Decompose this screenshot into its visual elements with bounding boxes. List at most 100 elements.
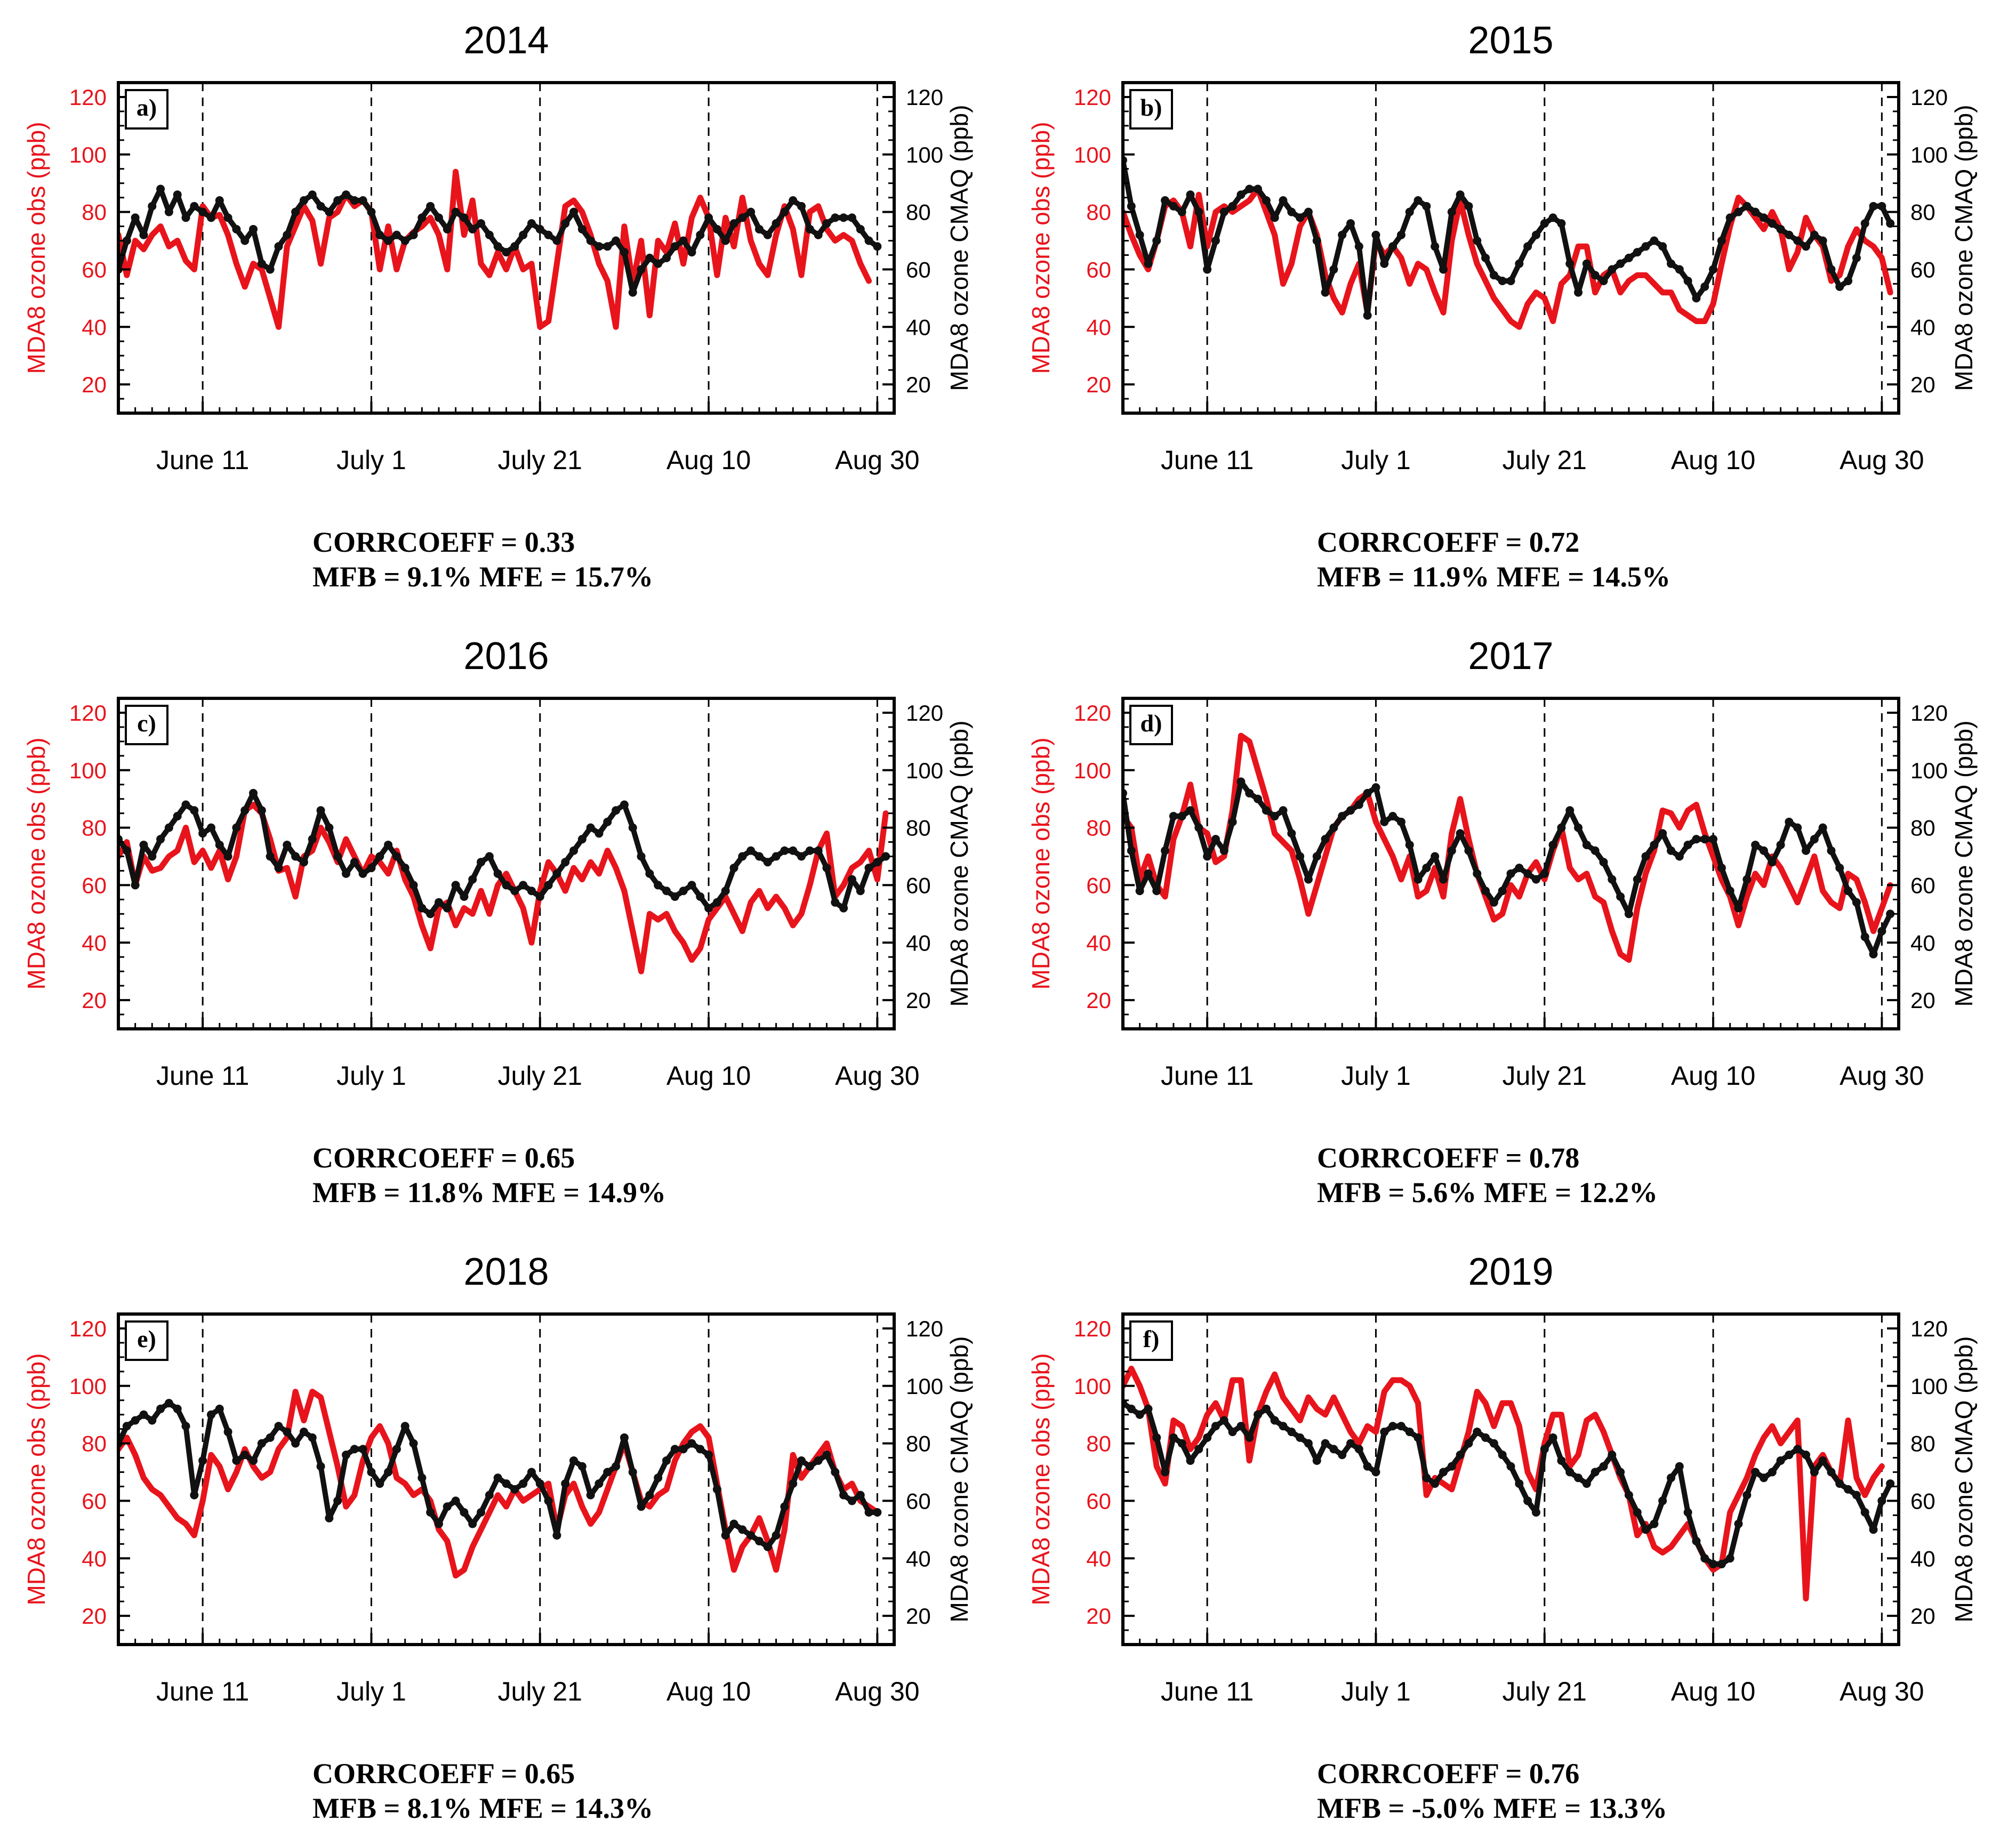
data-point-cmaq [417, 1473, 427, 1482]
data-point-cmaq [1548, 840, 1557, 849]
data-point-cmaq [1194, 823, 1203, 832]
data-point-cmaq [1135, 230, 1144, 239]
data-point-cmaq [1683, 277, 1692, 285]
panel-label-box [125, 1320, 168, 1361]
right-axis-title: MDA8 ozone CMAQ (ppb) [1950, 105, 1978, 391]
left-ytick-label: 40 [1086, 315, 1111, 340]
xtick-label: Aug 30 [1840, 445, 1924, 475]
data-point-cmaq [754, 1536, 764, 1545]
data-point-cmaq [729, 1519, 738, 1528]
xtick-label: Aug 30 [835, 1061, 919, 1091]
data-point-cmaq [1650, 1519, 1659, 1528]
data-point-cmaq [477, 858, 486, 867]
data-point-cmaq [1329, 823, 1338, 832]
data-point-cmaq [1725, 887, 1734, 896]
left-ytick-label: 20 [1086, 988, 1111, 1013]
data-point-cmaq [1608, 1451, 1617, 1460]
data-point-cmaq [738, 213, 747, 222]
data-point-cmaq [1624, 1490, 1633, 1500]
data-point-cmaq [645, 869, 654, 878]
data-point-cmaq [1717, 236, 1726, 245]
right-ytick-label: 100 [1910, 758, 1948, 783]
data-point-cmaq [1304, 1439, 1313, 1448]
data-point-cmaq [1624, 253, 1633, 262]
data-point-cmaq [569, 1456, 579, 1465]
data-point-cmaq [746, 1531, 756, 1540]
data-point-cmaq [847, 213, 856, 222]
data-point-cmaq [535, 1479, 544, 1488]
data-point-cmaq [409, 881, 418, 890]
data-point-cmaq [1523, 1496, 1532, 1505]
data-point-cmaq [654, 881, 663, 890]
data-point-cmaq [561, 1479, 570, 1488]
data-point-cmaq [780, 207, 789, 216]
series-cmaq [1123, 1399, 1895, 1569]
series-line-obs [1123, 1365, 1885, 1602]
data-point-cmaq [451, 1496, 460, 1505]
data-point-cmaq [595, 242, 604, 251]
data-point-cmaq [1591, 1468, 1600, 1477]
data-point-cmaq [577, 1462, 587, 1471]
data-point-cmaq [1473, 1428, 1482, 1437]
left-ytick-label: 100 [69, 1374, 107, 1399]
data-point-cmaq [493, 1473, 502, 1482]
data-point-cmaq [1810, 230, 1819, 239]
data-point-cmaq [1279, 1422, 1288, 1431]
right-ytick-label: 40 [906, 930, 931, 955]
right-ytick-label: 120 [906, 85, 943, 110]
right-ytick-label: 80 [906, 1431, 931, 1456]
data-point-cmaq [763, 1542, 772, 1551]
stats-mfb-mfe: MFB = 11.9% MFE = 14.5% [1317, 561, 1670, 593]
panel-label: d) [1140, 710, 1162, 737]
data-point-cmaq [527, 1468, 536, 1477]
data-point-cmaq [1515, 1479, 1524, 1488]
data-point-cmaq [1540, 219, 1549, 228]
data-point-cmaq [1768, 1468, 1777, 1477]
xtick-label: July 1 [1341, 445, 1411, 475]
data-point-cmaq [1768, 858, 1777, 867]
data-point-cmaq [1734, 207, 1743, 216]
data-point-cmaq [1810, 1468, 1819, 1477]
data-point-cmaq [1270, 1416, 1279, 1425]
data-point-cmaq [754, 852, 764, 861]
right-ytick-label: 40 [1910, 1546, 1935, 1571]
data-point-cmaq [1194, 1445, 1203, 1454]
data-point-cmaq [468, 224, 477, 233]
data-point-cmaq [206, 823, 215, 832]
data-point-cmaq [485, 230, 494, 239]
data-point-cmaq [400, 1422, 409, 1431]
data-point-cmaq [1633, 248, 1642, 257]
data-point-cmaq [687, 1439, 696, 1448]
right-ytick-label: 20 [1910, 1604, 1935, 1629]
right-ytick-label: 100 [1910, 1374, 1948, 1399]
data-point-cmaq [299, 858, 308, 867]
data-point-cmaq [1709, 265, 1718, 274]
data-point-cmaq [1388, 242, 1397, 251]
data-point-cmaq [1810, 835, 1819, 844]
stats-mfb-mfe: MFB = 8.1% MFE = 14.3% [312, 1792, 653, 1824]
data-point-cmaq [1481, 253, 1490, 262]
data-point-cmaq [1312, 236, 1321, 245]
right-axis-title: MDA8 ozone CMAQ (ppb) [1950, 721, 1978, 1007]
data-point-cmaq [291, 1439, 300, 1448]
data-point-cmaq [1675, 852, 1684, 861]
data-point-cmaq [443, 904, 452, 913]
data-point-cmaq [1447, 846, 1456, 855]
data-point-cmaq [392, 852, 401, 861]
data-point-cmaq [1886, 909, 1895, 918]
data-point-cmaq [847, 875, 856, 884]
data-point-cmaq [1717, 1560, 1726, 1569]
xtick-label: July 21 [498, 445, 582, 475]
left-ytick-label: 40 [82, 315, 107, 340]
data-point-cmaq [789, 846, 798, 855]
data-point-cmaq [1279, 196, 1288, 205]
data-point-cmaq [1641, 852, 1650, 861]
data-point-cmaq [628, 823, 637, 832]
right-ytick-label: 20 [906, 372, 931, 397]
right-axis-title: MDA8 ozone CMAQ (ppb) [945, 721, 973, 1007]
data-point-cmaq [173, 812, 182, 821]
data-point-cmaq [1329, 1445, 1338, 1454]
data-point-cmaq [1650, 840, 1659, 849]
data-point-cmaq [1262, 196, 1271, 205]
left-ytick-label: 120 [1074, 700, 1111, 726]
